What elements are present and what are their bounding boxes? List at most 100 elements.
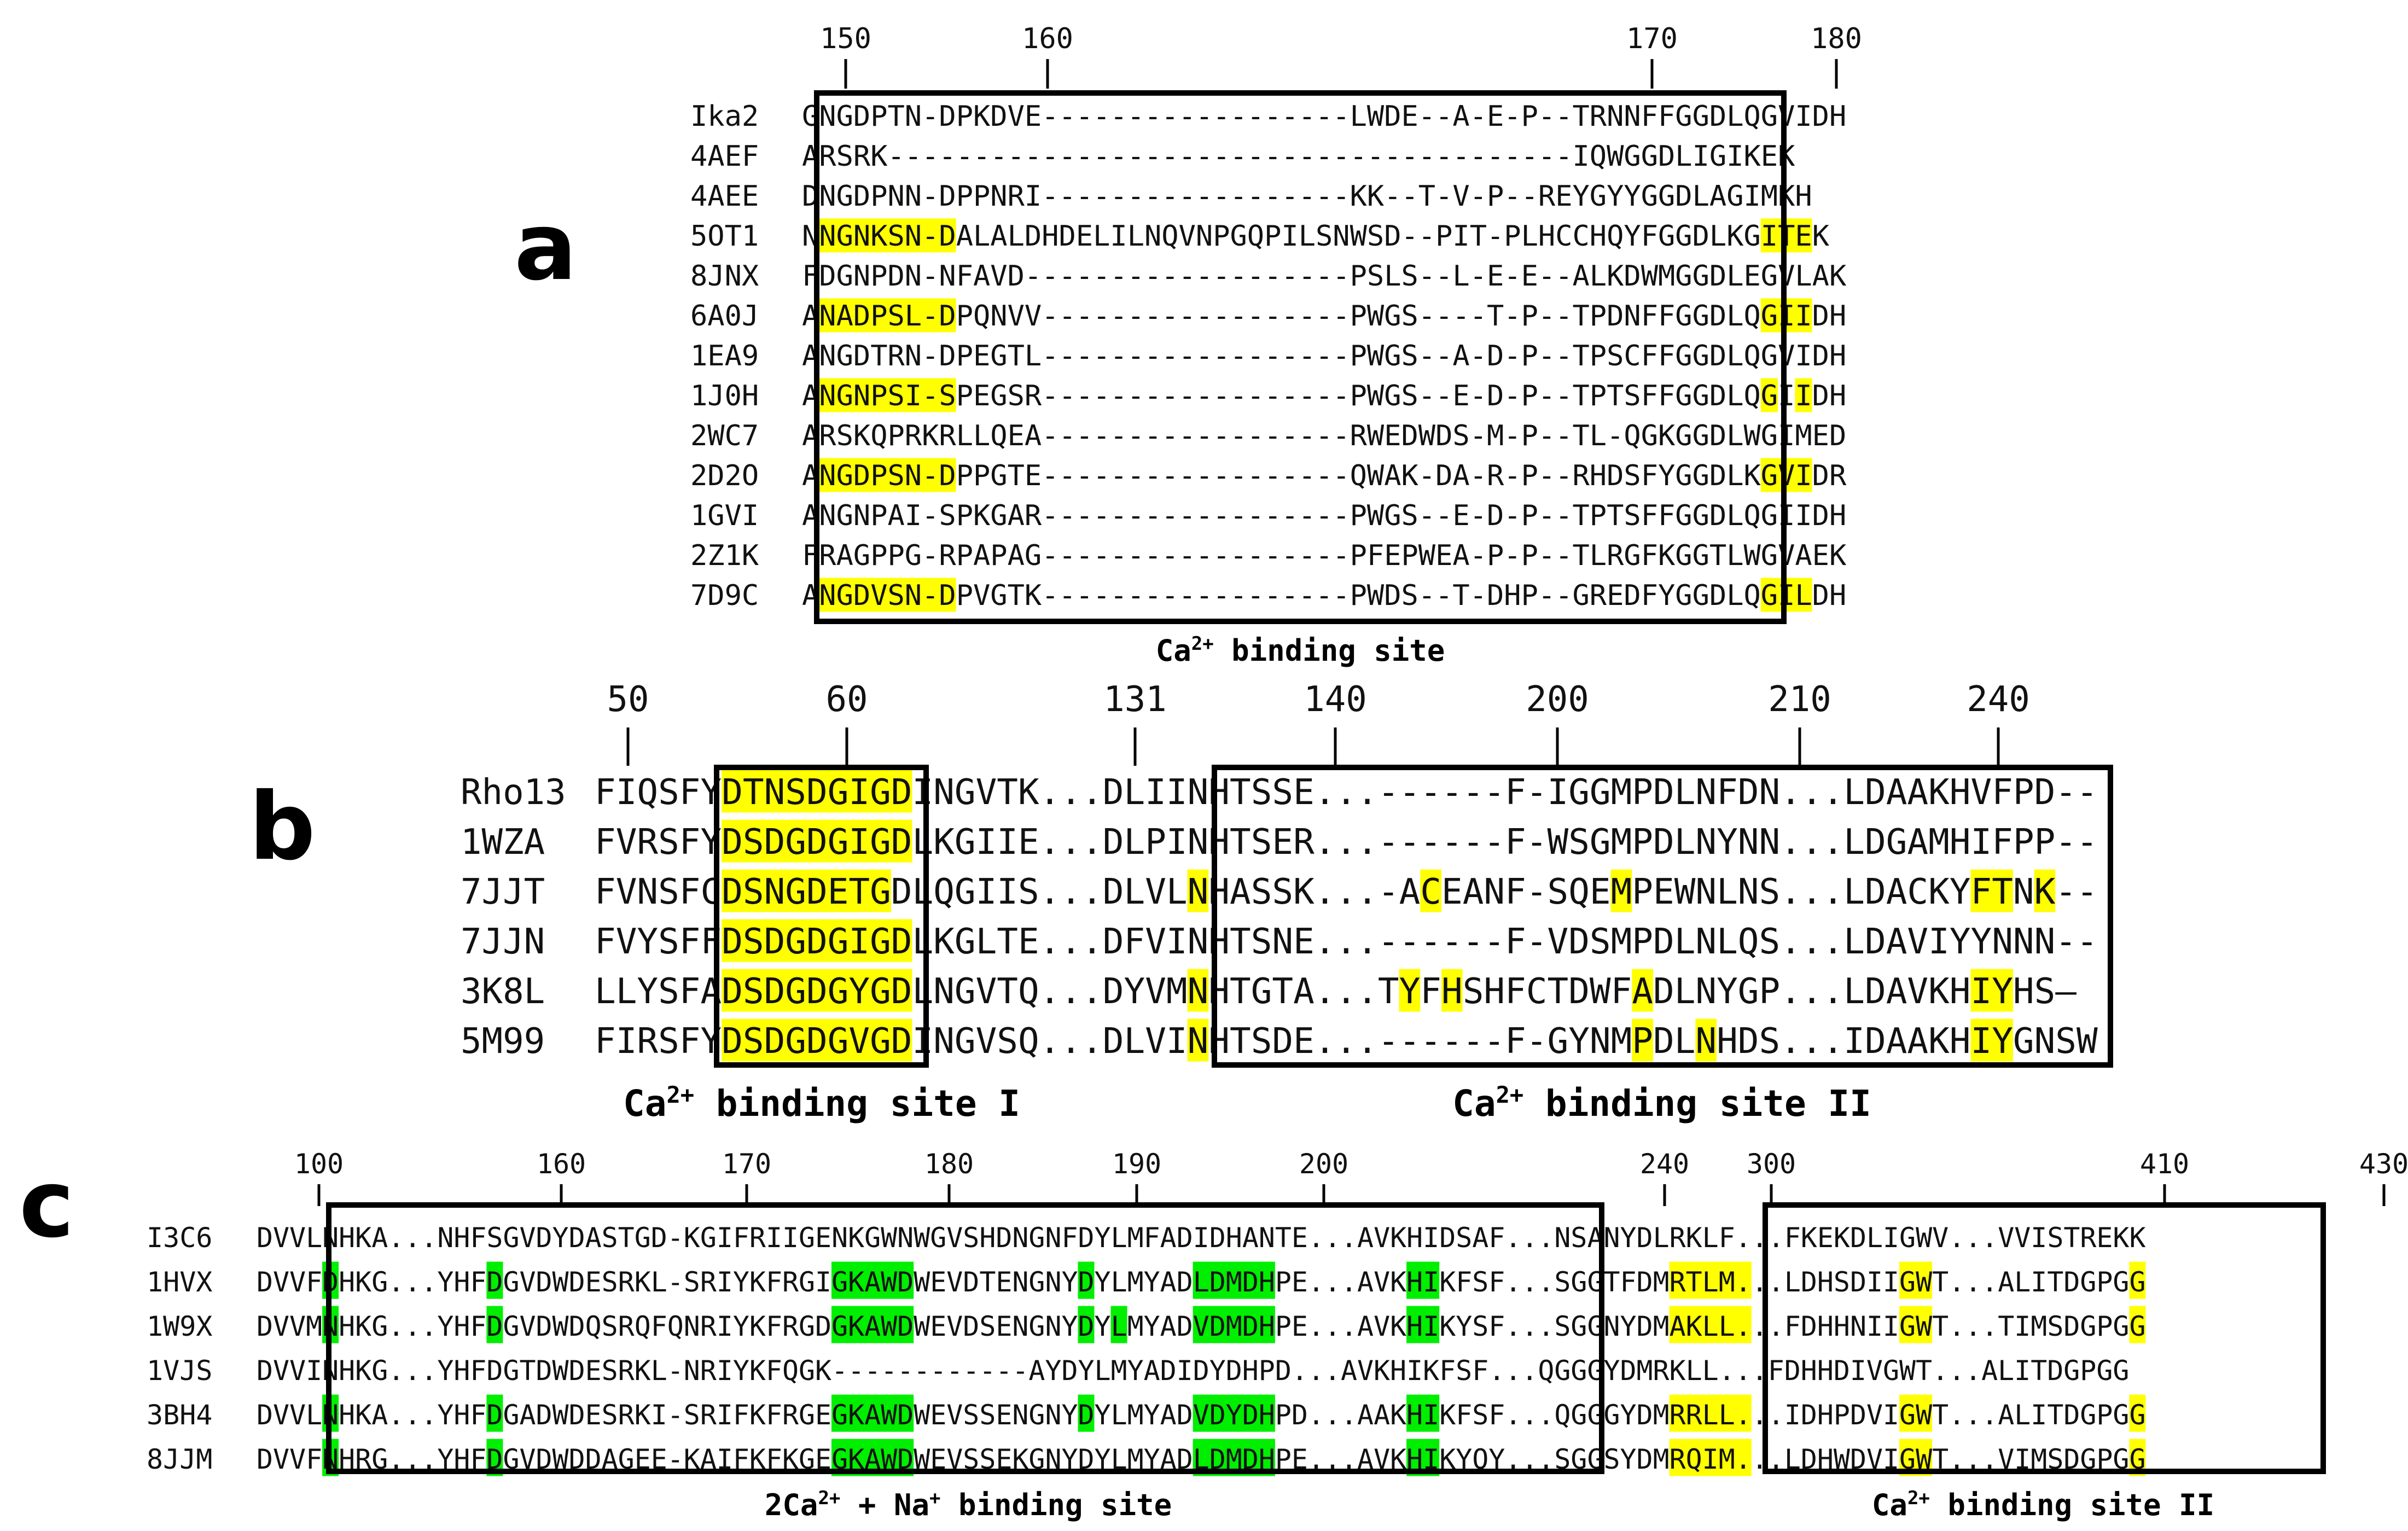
sequence-name: Ika2 xyxy=(690,100,759,133)
sequence-name: 1GVI xyxy=(690,499,759,532)
sequence-name: 4AEE xyxy=(690,180,759,213)
residue-highlight xyxy=(1695,1018,1717,1062)
sequence-name: 3BH4 xyxy=(147,1399,212,1431)
panel-c-highlights xyxy=(322,1261,2146,1476)
panel-a-alignment: Ika2 GNGDPTN-DPKDVE------------------LWDE… xyxy=(690,100,1847,612)
residue-highlight xyxy=(1632,1018,1653,1062)
position-tick-label: 180 xyxy=(1811,22,1862,55)
panel-b-site-i-box xyxy=(714,765,929,1068)
residue-highlight xyxy=(819,298,956,333)
residue-highlight xyxy=(1632,969,1653,1012)
position-tick-label: 240 xyxy=(1640,1148,1689,1180)
sequence-name: 1W9X xyxy=(147,1311,212,1342)
residue-highlight xyxy=(486,1306,503,1343)
sequence-residues: DVVLNHKA...NHFSGVDYDASTGD-KGIFRIIGENKGWN… xyxy=(257,1222,2146,1254)
residue-highlight xyxy=(1669,1394,1752,1432)
residue-highlight xyxy=(1610,869,1632,912)
sequence-residues: ANGDPSN-DPPGTE------------------QWAK-DA-… xyxy=(802,459,1847,492)
panel-b: b 50 60 131 140 200 210 240 Rho13 FIQSFYDTNSDGI… xyxy=(249,679,2113,1125)
panel-c-site-i-box xyxy=(326,1202,1604,1474)
residue-highlight xyxy=(1399,969,1421,1012)
residue-highlight xyxy=(722,770,912,813)
residue-highlight xyxy=(722,1018,912,1062)
residue-highlight xyxy=(1110,1306,1127,1343)
panel-b-site-ii-box xyxy=(1212,765,2113,1068)
sequence-residues: DVVFDHKG...YHFDGVDWDESRKL-SRIYKFRGIGKAWD… xyxy=(257,1266,2146,1298)
sequence-name: 1VJS xyxy=(147,1355,212,1387)
sequence-residues: DVVLNHKA...YHFDGADWDESRKI-SRIFKFRGEGKAWD… xyxy=(257,1399,2146,1431)
position-tick-label: 300 xyxy=(1747,1148,1796,1180)
residue-highlight xyxy=(486,1261,503,1299)
sequence-name: 2WC7 xyxy=(690,420,759,452)
position-tick-label: 160 xyxy=(1022,22,1073,55)
panel-a-binding-box xyxy=(814,90,1787,624)
residue-highlight xyxy=(831,1394,914,1432)
residue-highlight xyxy=(722,819,912,863)
sequence-name: 7D9C xyxy=(690,579,759,612)
sequence-name: 5OT1 xyxy=(690,220,759,253)
panel-b-alignment: Rho13 FIQSFYDTNSDGIGDINGVTK...DLIINHTSSE.… xyxy=(461,772,2098,1062)
residue-highlight xyxy=(1760,378,1778,412)
position-tick-label: 240 xyxy=(1967,679,2030,720)
sequence-residues: FVYSFFDSDGDGIGDLKGLTE...DFVINHTSNE...---… xyxy=(595,922,2098,962)
sequence-name: 2D2O xyxy=(690,459,759,492)
panel-b-ruler: 50 60 131 140 200 210 240 xyxy=(607,679,2030,766)
residue-highlight xyxy=(722,869,891,912)
residue-highlight xyxy=(1970,1018,2013,1062)
residue-highlight xyxy=(1970,869,2013,912)
residue-highlight xyxy=(1795,378,1812,412)
residue-highlight xyxy=(1899,1306,1933,1343)
residue-highlight xyxy=(1078,1394,1095,1432)
sequence-name: 1HVX xyxy=(147,1266,212,1298)
sequence-name: 4AEF xyxy=(690,140,759,173)
sequence-name: 7JJN xyxy=(461,922,545,962)
sequence-name: 8JNX xyxy=(690,260,759,293)
sequence-residues: FVNSFCDSNGDETGDLQGIIS...DLVLNHASSK...-AC… xyxy=(595,872,2098,912)
residue-highlight xyxy=(1669,1261,1752,1299)
sequence-residues: ANGDTRN-DPEGTL------------------PWGS--A-… xyxy=(802,340,1846,372)
residue-highlight xyxy=(1669,1439,1752,1476)
sequence-name: 1J0H xyxy=(690,380,759,412)
sequence-residues: ANGNPAI-SPKGAR------------------PWGS--E-… xyxy=(802,499,1846,532)
residue-highlight xyxy=(819,218,956,253)
sequence-residues: ANGNPSI-SPEGSR------------------PWGS--E-… xyxy=(802,380,1846,412)
position-tick-label: 170 xyxy=(1626,22,1678,55)
residue-highlight xyxy=(2129,1306,2146,1343)
residue-highlight xyxy=(1441,969,1463,1012)
panel-a-caption: Ca2+ binding site xyxy=(1156,633,1445,668)
residue-highlight xyxy=(1970,969,2013,1012)
panel-b-highlights xyxy=(722,770,2056,1062)
panel-b-caption-ii: Ca2+ binding site II xyxy=(1452,1081,1871,1125)
position-tick-label: 150 xyxy=(820,22,871,55)
panel-a-highlights xyxy=(819,218,1812,612)
residue-highlight xyxy=(1406,1394,1440,1432)
panel-c-caption-ii: Ca2+ binding site II xyxy=(1872,1487,2214,1522)
panel-a-letter: a xyxy=(514,193,577,301)
residue-highlight xyxy=(1187,869,1209,912)
sequence-residues: NNGNKSN-DALALDHDELILNQVNPGQPILSNWSD--PIT… xyxy=(802,220,1830,253)
residue-highlight xyxy=(1420,869,1441,912)
sequence-name: Rho13 xyxy=(461,772,566,813)
position-tick-label: 190 xyxy=(1112,1148,1161,1180)
sequence-residues: DVVMNHKG...YHFDGVDWDQSRQFQNRIYKFRGDGKAWD… xyxy=(257,1311,2146,1342)
residue-highlight xyxy=(819,578,956,612)
position-tick-label: 210 xyxy=(1768,679,1831,720)
sequence-name: I3C6 xyxy=(147,1222,212,1254)
residue-highlight xyxy=(1078,1306,1095,1343)
sequence-name: 1EA9 xyxy=(690,340,759,372)
sequence-residues: FDGNPDN-NFAVD-------------------PSLS--L-… xyxy=(802,260,1847,293)
panel-c-letter: c xyxy=(19,1150,74,1259)
residue-highlight xyxy=(1406,1261,1440,1299)
position-tick-label: 50 xyxy=(607,679,649,720)
position-tick-label: 200 xyxy=(1299,1148,1348,1180)
panel-c-caption-i: 2Ca2+ + Na+ binding site xyxy=(765,1487,1172,1522)
residue-highlight xyxy=(486,1394,503,1432)
panel-b-letter: b xyxy=(249,773,316,881)
position-tick-label: 200 xyxy=(1526,679,1589,720)
sequence-residues: GNGDPTN-DPKDVE------------------LWDE--A-… xyxy=(802,100,1846,133)
residue-highlight xyxy=(831,1306,914,1343)
residue-highlight xyxy=(2034,869,2056,912)
sequence-residues: FIQSFYDTNSDGIGDINGVTK...DLIINHTSSE...---… xyxy=(595,772,2098,813)
position-tick-label: 60 xyxy=(825,679,868,720)
position-tick-label: 170 xyxy=(722,1148,771,1180)
